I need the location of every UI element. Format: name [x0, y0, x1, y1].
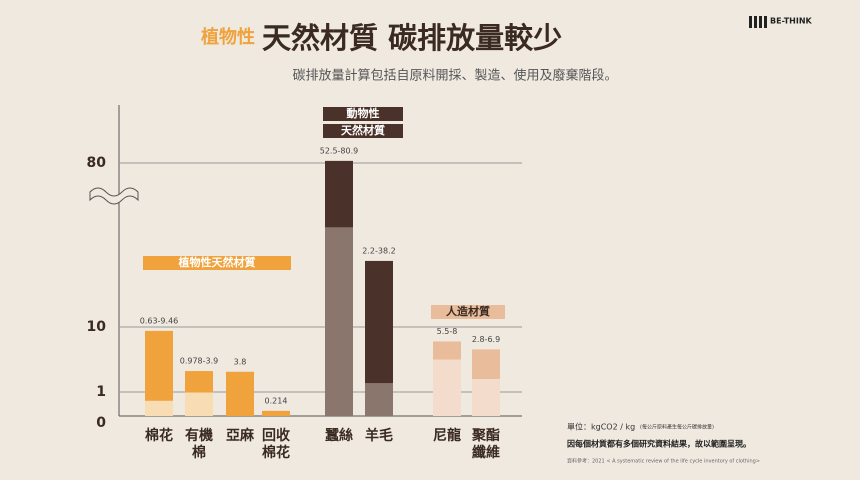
bar-upper	[472, 349, 500, 379]
logo-icon	[749, 16, 767, 28]
note: (每公斤原料產生每公斤碳排放量)	[640, 424, 714, 431]
y-tick-label: 80	[87, 155, 107, 171]
bar-upper	[433, 341, 461, 360]
value-label: 52.5-80.9	[320, 146, 359, 155]
bar-upper	[145, 330, 173, 401]
bar-upper	[185, 371, 213, 393]
bar-lower	[472, 379, 500, 416]
bar-lower	[145, 400, 173, 416]
group-box	[143, 256, 291, 270]
x-tick-label: 亞麻	[226, 428, 254, 444]
title: 天然材質 碳排放量較少	[262, 21, 562, 55]
x-tick-label: 蠶絲	[325, 428, 353, 444]
bar-lower	[365, 383, 393, 416]
x-tick-label: 尼龍	[433, 428, 461, 444]
group-box	[431, 305, 505, 319]
note: 單位：kgCO2 / kg	[567, 422, 635, 432]
title-highlight: 植物性	[201, 26, 255, 48]
bar-lower	[325, 227, 353, 416]
group-label: 天然材質	[341, 123, 385, 137]
value-label: 0.978-3.9	[180, 357, 219, 366]
value-label: 5.5-8	[437, 327, 458, 336]
bar-lower	[185, 392, 213, 416]
bar-upper	[226, 371, 254, 416]
x-tick-label: 聚酯纖維	[472, 428, 500, 461]
y-tick-label: 0	[96, 415, 106, 431]
subtitle: 碳排放量計算包括自原料開採、製造、使用及廢棄階段。	[292, 68, 617, 84]
x-tick-label: 有機棉	[185, 428, 213, 461]
group-label: 植物性天然材質	[178, 255, 256, 269]
x-tick-label: 棉花	[145, 428, 173, 444]
bar-upper	[365, 260, 393, 384]
note: 資料參考：2021 < A systematic review of the l…	[567, 458, 760, 465]
x-tick-label: 羊毛	[365, 428, 393, 444]
logo: BE-THINK	[770, 17, 813, 26]
y-tick-label: 10	[87, 319, 107, 335]
bar-lower	[433, 359, 461, 416]
bar-upper	[325, 160, 353, 228]
axis-break	[89, 187, 139, 205]
value-label: 0.214	[265, 396, 288, 405]
value-label: 3.8	[234, 357, 247, 366]
group-box	[323, 107, 403, 121]
x-tick-label: 回收棉花	[262, 428, 290, 461]
y-tick-label: 1	[96, 384, 106, 400]
group-label: 人造材質	[446, 304, 490, 318]
group-box	[323, 124, 403, 138]
value-label: 0.63-9.46	[140, 316, 179, 325]
bar-upper	[262, 410, 290, 416]
value-label: 2.2-38.2	[362, 246, 395, 255]
note: 因每個材質都有多個研究資料結果，故以範圍呈現。	[567, 439, 751, 449]
group-label: 動物性	[347, 106, 380, 120]
value-label: 2.8-6.9	[472, 335, 500, 344]
